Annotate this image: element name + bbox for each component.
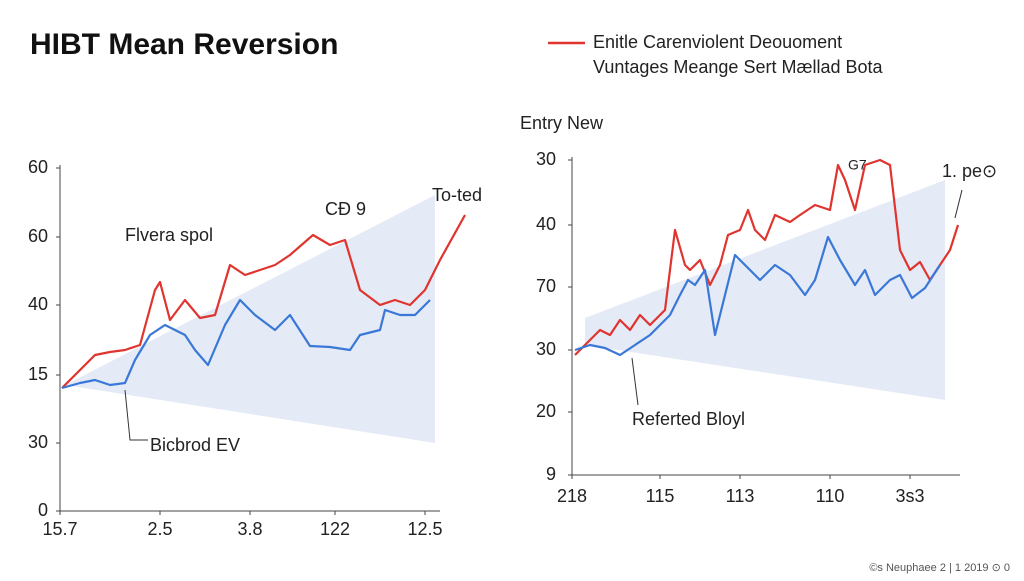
y-tick-label: 20 (536, 401, 556, 421)
y-tick-label: 30 (536, 149, 556, 169)
x-tick-label: 115 (646, 486, 675, 506)
y-tick-label: 40 (536, 214, 556, 234)
annotation: 1. pe⊙ (942, 161, 997, 181)
data-line (61, 298, 431, 390)
x-tick-label: 12.5 (407, 519, 442, 539)
y-tick-label: 15 (28, 364, 48, 384)
chart-title: Entry New (520, 113, 604, 133)
data-line (574, 235, 941, 357)
legend-label: Enitle Carenviolent Deouoment (593, 32, 842, 52)
channel (65, 195, 435, 443)
data-line (574, 158, 960, 356)
leader-line (124, 389, 148, 441)
data-line (61, 214, 466, 389)
x-tick-label: 3.8 (237, 519, 262, 539)
y-tick-label: 30 (28, 432, 48, 452)
footer: ©s Neuphaee 2 | 1 2019 ⊙ 0 (869, 562, 1010, 574)
y-tick-label: 70 (536, 276, 556, 296)
annotation: CĐ 9 (325, 199, 366, 219)
y-tick-label: 60 (28, 226, 48, 246)
leader-line (631, 357, 639, 406)
y-tick-label: 60 (28, 157, 48, 177)
annotation: To-ted (432, 185, 482, 205)
x-tick-label: 218 (557, 486, 587, 506)
x-tick-label: 113 (726, 486, 755, 506)
annotation: Bicbrod EV (150, 435, 240, 455)
annotation: G7 (848, 157, 867, 173)
page-title: HIBT Mean Reversion (30, 28, 338, 61)
x-tick-label: 2.5 (147, 519, 172, 539)
annotation: Flvera spol (125, 225, 213, 245)
legend-note: Vuntages Meange Sert Mællad Bota (593, 57, 883, 77)
x-tick-label: 15.7 (42, 519, 77, 539)
y-tick-label: 40 (28, 294, 48, 314)
annotation: Referted Bloyl (632, 409, 745, 429)
y-tick-label: 9 (546, 464, 556, 484)
x-tick-label: 122 (320, 519, 350, 539)
x-tick-label: 110 (816, 486, 845, 506)
y-tick-label: 30 (536, 339, 556, 359)
channel (585, 180, 945, 400)
y-tick-label: 0 (38, 500, 48, 520)
x-tick-label: 3s3 (895, 486, 924, 506)
leader-line (954, 189, 963, 219)
